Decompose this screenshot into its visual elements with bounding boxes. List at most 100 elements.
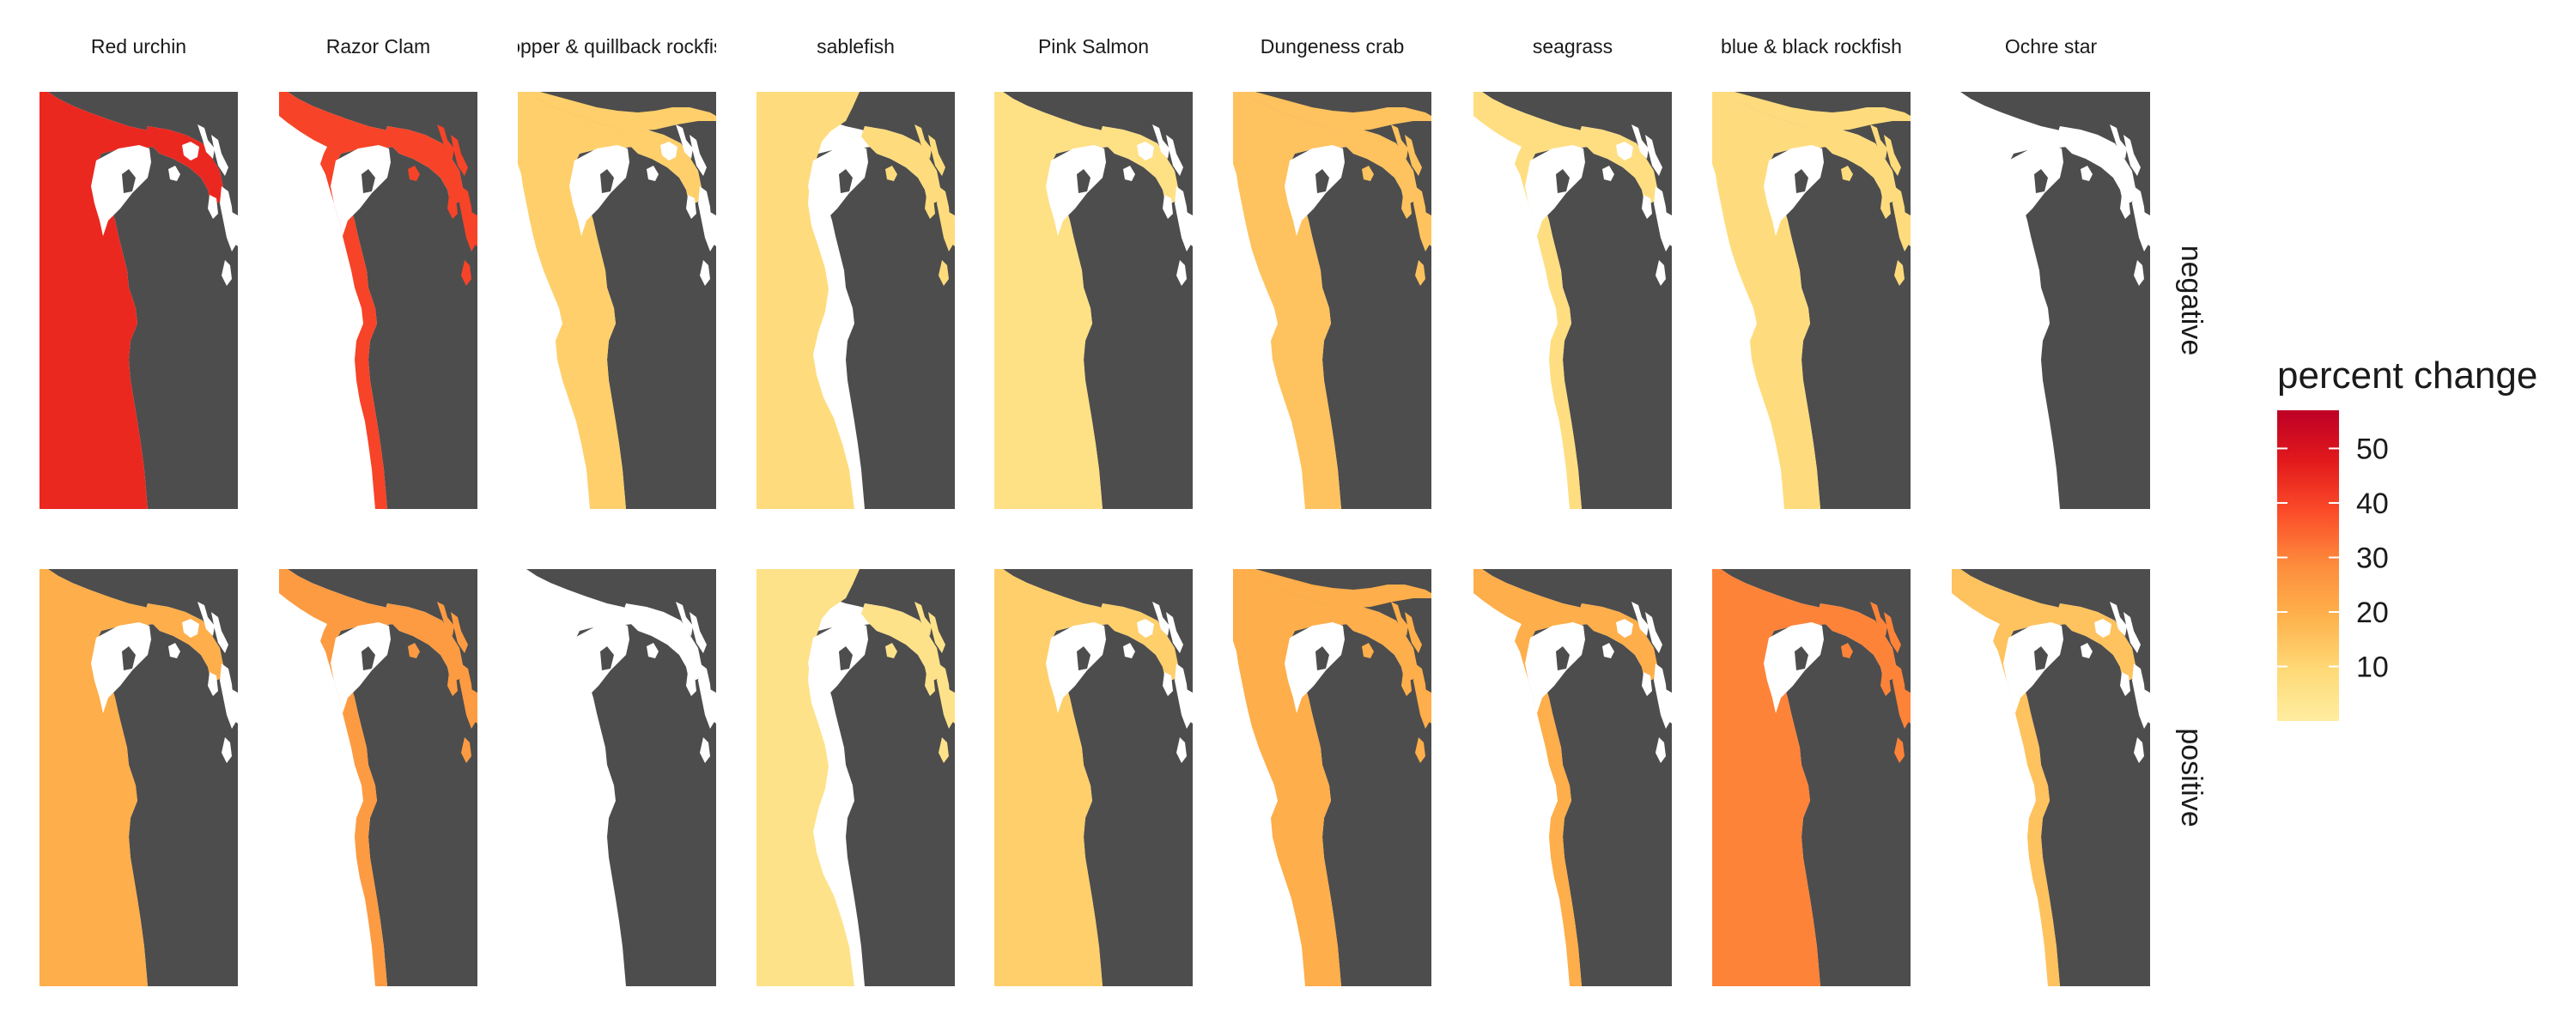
data-region — [279, 92, 399, 509]
fjord — [1413, 186, 1431, 251]
fjord — [197, 602, 215, 636]
fjord — [710, 689, 716, 724]
island — [839, 646, 853, 670]
fjord — [899, 619, 916, 638]
fjord — [1163, 195, 1173, 219]
island — [1556, 169, 1570, 193]
fjord — [885, 643, 897, 658]
island — [2034, 646, 2048, 670]
fjord — [1893, 663, 1910, 729]
fjord — [1855, 142, 1872, 161]
fjord — [939, 737, 949, 763]
facet-title-2: copper & quillback rockfish — [500, 35, 735, 58]
map-panel-5-negative — [1233, 92, 1431, 509]
data-region — [1952, 569, 2072, 986]
strait-channel — [2003, 145, 2063, 236]
fjord — [208, 672, 218, 696]
data-region — [623, 126, 702, 205]
data-region — [1712, 569, 1832, 986]
color-legend: percent change 10 20 30 40 50 — [2277, 354, 2537, 721]
island — [1795, 169, 1808, 193]
fjord — [1642, 672, 1652, 696]
data-region — [39, 569, 160, 986]
map-panel-1-positive — [279, 569, 477, 986]
fjord — [1187, 689, 1193, 724]
fjord — [676, 124, 693, 159]
fjord — [1656, 260, 1666, 286]
fjord — [949, 212, 955, 246]
data-region — [1233, 92, 1431, 131]
strait-channel — [331, 145, 391, 236]
fjord — [939, 260, 949, 286]
fjord — [1654, 186, 1671, 251]
map-panel-0-negative — [39, 92, 238, 509]
strait-channel — [808, 145, 868, 236]
fjord — [1841, 643, 1853, 658]
data-region — [994, 569, 1115, 986]
fjord — [1642, 195, 1652, 219]
fjord — [447, 672, 458, 696]
island — [122, 646, 136, 670]
fjord — [1631, 602, 1649, 636]
water-area — [1952, 92, 2072, 509]
strait-channel — [1525, 622, 1585, 713]
fjord — [1152, 602, 1170, 636]
fjord — [408, 643, 420, 658]
data-region — [1233, 92, 1353, 509]
fjord — [211, 135, 228, 176]
map-panel-7-positive — [1712, 569, 1911, 986]
strait-channel — [1046, 145, 1106, 236]
fjord — [660, 142, 677, 161]
legend-tick-label: 50 — [2356, 433, 2389, 465]
fjord — [1884, 612, 1901, 653]
fjord — [710, 212, 716, 246]
map-panel-5-positive — [1233, 569, 1431, 986]
fjord — [925, 195, 935, 219]
fjord — [1137, 142, 1154, 161]
fjord — [222, 260, 232, 286]
fjord — [1415, 260, 1425, 286]
fjord — [937, 186, 954, 251]
fjord — [1415, 737, 1425, 763]
fjord — [2144, 212, 2150, 246]
fjord — [2134, 260, 2144, 286]
fjord — [232, 689, 238, 724]
fjord — [1123, 166, 1135, 181]
fjord — [676, 602, 693, 636]
strait-channel — [91, 145, 151, 236]
fjord — [459, 663, 477, 729]
fjord — [1666, 689, 1672, 724]
fjord — [1176, 260, 1187, 286]
fjord — [461, 737, 471, 763]
strait-channel — [331, 622, 391, 713]
fjord — [422, 619, 439, 638]
island — [600, 646, 614, 670]
fjord — [422, 142, 439, 161]
fjord — [2123, 612, 2141, 653]
data-region — [279, 569, 399, 986]
facet-title-1: Razor Clam — [326, 35, 430, 58]
data-region — [144, 603, 223, 682]
fjord — [1880, 672, 1891, 696]
fjord — [182, 142, 199, 161]
fjord — [690, 612, 707, 653]
fjord — [914, 124, 932, 159]
fjord — [1405, 135, 1422, 176]
fjord — [451, 135, 468, 176]
data-region — [144, 126, 223, 205]
data-region — [518, 92, 716, 131]
data-region — [861, 126, 940, 205]
fjord — [2081, 643, 2093, 658]
data-region — [1099, 126, 1178, 205]
fjord — [1166, 135, 1183, 176]
fjord — [1376, 142, 1393, 161]
facet-title-0: Red urchin — [91, 35, 186, 58]
fjord — [437, 602, 454, 636]
fjord — [686, 672, 696, 696]
fjord — [1616, 142, 1633, 161]
data-region — [1578, 603, 1657, 682]
facet-title-3: sablefish — [817, 35, 895, 58]
fjord — [182, 619, 199, 638]
fjord — [168, 166, 180, 181]
data-region — [1712, 92, 1832, 509]
